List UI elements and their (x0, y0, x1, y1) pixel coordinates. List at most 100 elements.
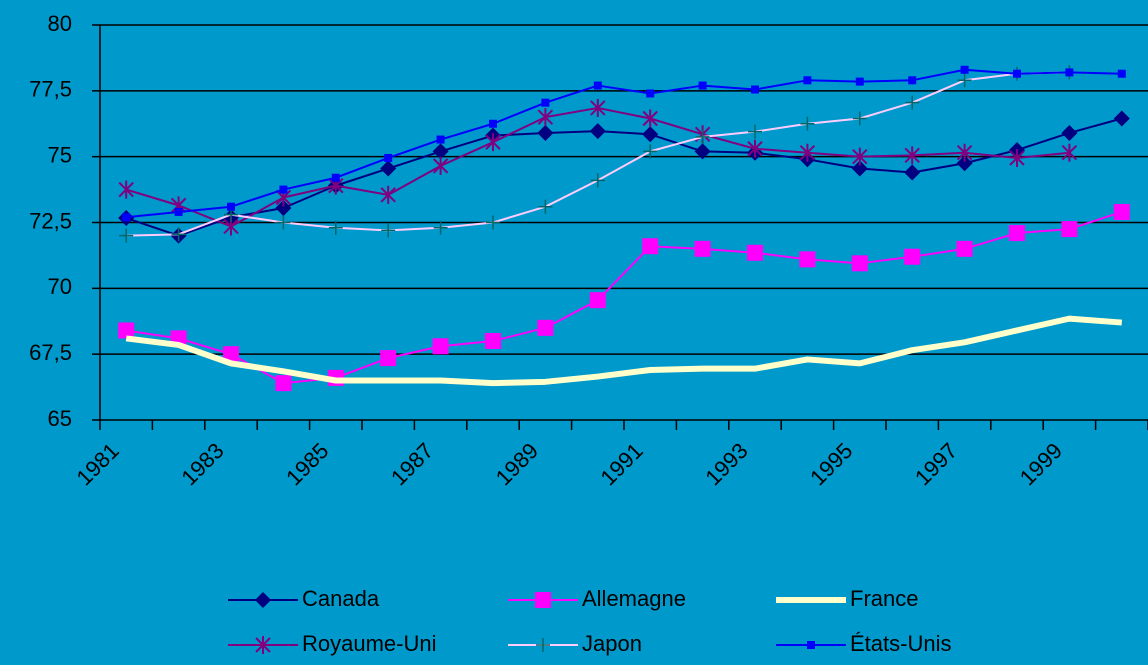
marker (380, 350, 397, 367)
x-tick-label: 1995 (805, 438, 857, 490)
marker (275, 200, 292, 217)
marker (851, 255, 868, 272)
x-tick-label: 1993 (700, 438, 752, 490)
marker (118, 322, 135, 339)
marker (852, 111, 867, 126)
series-line (125, 117, 1123, 237)
legend-entry: Royaume-Uni (228, 631, 437, 656)
y-tick-label: 77,5 (29, 77, 72, 102)
marker (536, 638, 550, 652)
marker (119, 228, 134, 243)
marker (1061, 143, 1078, 162)
series (118, 203, 1130, 392)
marker (1113, 203, 1130, 220)
legend-entry: États-Unis (776, 631, 951, 656)
marker (855, 77, 864, 86)
y-tick-label: 75 (48, 142, 72, 167)
marker (380, 160, 397, 177)
legend-label: États-Unis (850, 631, 951, 656)
y-tick-label: 72,5 (29, 208, 72, 233)
marker (956, 240, 973, 257)
legend-entry: Japon (508, 631, 642, 656)
marker (489, 119, 497, 128)
marker (1009, 148, 1025, 167)
marker (851, 160, 868, 177)
marker (1061, 221, 1078, 238)
marker (537, 124, 554, 141)
marker (747, 139, 763, 158)
marker (747, 244, 763, 261)
marker (537, 319, 554, 336)
legend-label: Canada (302, 586, 380, 611)
marker (1009, 225, 1025, 242)
marker (695, 129, 710, 144)
marker (537, 108, 554, 127)
marker (590, 173, 605, 188)
series (119, 65, 1077, 243)
marker (255, 636, 271, 654)
marker (646, 89, 655, 98)
series (125, 315, 1123, 387)
marker (904, 248, 921, 265)
marker (957, 73, 972, 88)
marker (485, 333, 501, 349)
marker (380, 185, 396, 204)
marker (803, 76, 812, 85)
marker (255, 592, 271, 608)
marker (589, 123, 606, 140)
marker (799, 251, 816, 268)
marker (904, 164, 921, 181)
marker (486, 215, 500, 230)
marker (642, 126, 659, 143)
marker (384, 153, 393, 162)
marker (800, 116, 815, 131)
marker (227, 202, 235, 211)
marker (174, 207, 183, 216)
marker (698, 81, 707, 90)
x-tick-label: 1999 (1015, 438, 1067, 490)
marker (1113, 110, 1130, 127)
y-tick-label: 67,5 (29, 340, 72, 365)
marker (956, 155, 973, 172)
series (118, 98, 1078, 236)
marker (751, 85, 759, 94)
marker (541, 98, 550, 107)
marker (748, 124, 762, 139)
marker (381, 223, 396, 238)
marker (279, 185, 288, 194)
marker (1061, 124, 1078, 141)
marker (590, 98, 606, 117)
marker (328, 220, 343, 235)
x-tick-label: 1985 (281, 438, 333, 490)
marker (1117, 69, 1126, 78)
series (122, 65, 1126, 222)
x-tick-label: 1983 (176, 438, 228, 490)
marker (905, 95, 920, 110)
legend-entry: France (776, 586, 918, 611)
marker (1013, 69, 1021, 78)
x-tick-label: 1987 (386, 438, 438, 490)
y-tick-label: 80 (48, 11, 72, 36)
marker (960, 65, 969, 74)
legend-entry: Canada (228, 586, 380, 611)
marker (908, 76, 917, 85)
marker (904, 146, 920, 165)
marker (433, 220, 448, 235)
marker (642, 238, 659, 255)
marker (589, 292, 606, 309)
marker (956, 143, 973, 162)
marker (643, 144, 658, 159)
marker (331, 173, 340, 182)
legend-entry: Allemagne (508, 586, 686, 611)
marker (799, 143, 816, 162)
y-tick-label: 70 (48, 274, 72, 299)
marker (807, 641, 815, 649)
y-tick-label: 65 (48, 406, 72, 431)
marker (694, 240, 711, 257)
legend-label: Japon (582, 631, 642, 656)
marker (118, 180, 134, 199)
marker (538, 199, 553, 214)
legend-label: Allemagne (582, 586, 686, 611)
